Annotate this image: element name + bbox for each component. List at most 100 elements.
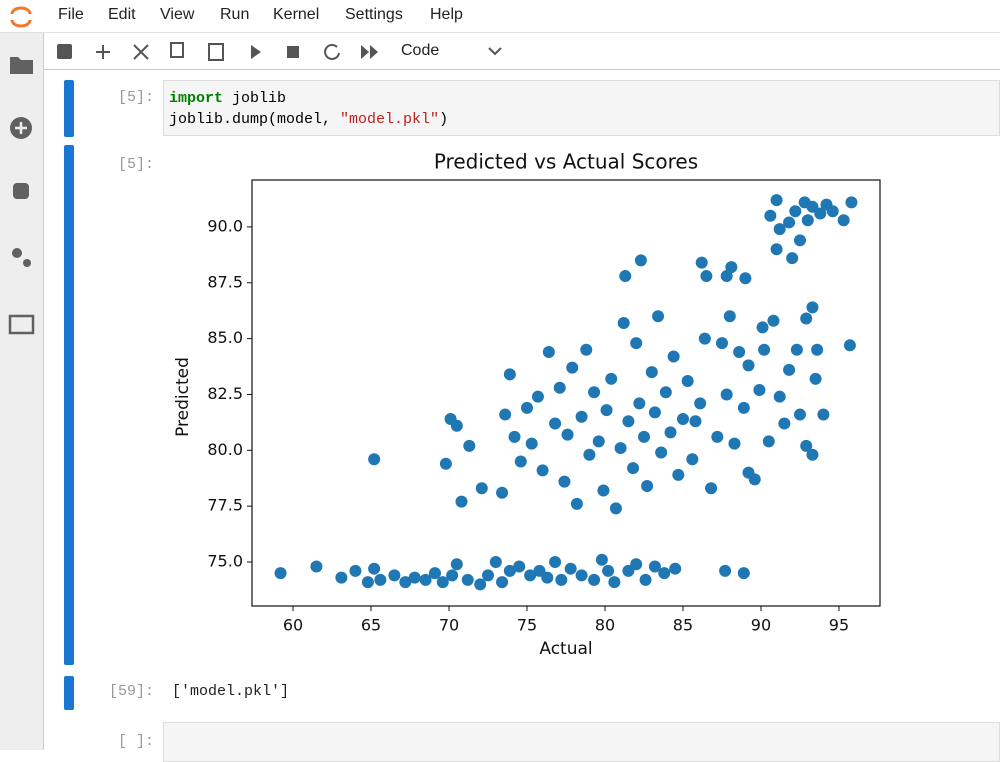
scatter-point <box>614 442 627 455</box>
scatter-point <box>622 564 635 577</box>
scatter-point <box>667 350 680 363</box>
scatter-point <box>733 346 746 359</box>
x-tick-label: 70 <box>439 616 459 635</box>
scatter-point <box>450 558 463 571</box>
scatter-point <box>533 564 546 577</box>
scatter-point <box>681 375 694 388</box>
scatter-point <box>508 430 521 443</box>
x-tick-label: 90 <box>751 616 771 635</box>
scatter-point <box>783 216 796 229</box>
scatter-point <box>622 415 635 428</box>
scatter-point <box>600 404 613 417</box>
scatter-point <box>524 569 537 582</box>
scatter-point <box>715 337 728 350</box>
folder-icon[interactable] <box>10 57 33 74</box>
scatter-point <box>694 397 707 410</box>
scatter-point <box>845 196 858 209</box>
menu-item[interactable]: Settings <box>345 6 403 23</box>
scatter-point <box>843 339 856 352</box>
sidebar-icons <box>8 57 35 335</box>
code-string: "model.pkl" <box>340 111 440 128</box>
scatter-point <box>503 564 516 577</box>
scatter-point <box>605 372 618 385</box>
scatter-point <box>609 502 622 515</box>
code-line: import joblib <box>169 88 994 109</box>
copy-button[interactable] <box>170 42 184 58</box>
settings-icon[interactable] <box>12 248 22 258</box>
scatter-point <box>728 437 741 450</box>
menu-item[interactable]: View <box>160 6 195 23</box>
scatter-point <box>756 321 769 334</box>
menu-item[interactable]: Kernel <box>273 6 320 23</box>
scatter-point <box>503 368 516 381</box>
stop-button[interactable] <box>287 46 299 58</box>
add-cell-button[interactable] <box>96 45 110 59</box>
scatter-point <box>602 564 615 577</box>
toolbar: Code <box>44 33 1000 70</box>
commands-icon[interactable] <box>13 183 29 199</box>
paste-button[interactable] <box>208 43 224 61</box>
scatter-point <box>564 562 577 575</box>
scatter-point <box>496 576 509 589</box>
scatter-point <box>725 261 738 274</box>
cut-button[interactable] <box>133 44 149 60</box>
scatter-point <box>561 428 574 441</box>
x-axis-label: Actual <box>539 639 592 659</box>
dropdown-arrow[interactable] <box>488 47 502 56</box>
menu-item[interactable]: Help <box>430 6 463 23</box>
menu-bar: File Edit View Run Kernel Settings Help <box>0 0 1000 33</box>
scatter-point <box>811 343 824 356</box>
scatter-point <box>566 361 579 374</box>
scatter-point <box>770 243 783 256</box>
scatter-point <box>800 439 813 452</box>
code-text: joblib <box>232 90 287 107</box>
scatter-point <box>580 343 593 356</box>
jupyter-logo <box>10 6 32 28</box>
scatter-point <box>686 453 699 466</box>
run-button[interactable] <box>251 45 261 59</box>
scatter-point <box>474 578 487 591</box>
scatter-point <box>648 560 661 573</box>
scatter-point <box>274 567 287 580</box>
scatter-point <box>531 390 544 403</box>
save-button[interactable] <box>57 44 72 59</box>
scatter-point <box>475 482 488 495</box>
scatter-point <box>801 214 814 227</box>
scatter-point <box>525 437 538 450</box>
scatter-point <box>588 573 601 586</box>
scatter-point <box>806 301 819 314</box>
scatter-point <box>592 435 605 448</box>
menu-item[interactable]: Run <box>220 6 250 23</box>
menu-item[interactable]: Edit <box>108 6 136 23</box>
code-cell[interactable]: import joblib joblib.dump(model, "model.p… <box>163 80 1000 136</box>
scatter-point <box>719 564 732 577</box>
tabs-icon[interactable] <box>8 314 35 335</box>
scatter-point <box>720 388 733 401</box>
scatter-point <box>634 254 647 267</box>
cell-bar[interactable] <box>64 676 74 710</box>
scatter-point <box>549 555 562 568</box>
y-tick-label: 87.5 <box>207 272 243 291</box>
scatter-point <box>541 571 554 584</box>
restart-run-button[interactable] <box>361 45 378 59</box>
scatter-point <box>758 343 771 356</box>
scatter-point <box>737 401 750 414</box>
scatter-point <box>742 359 755 372</box>
cell-type-select[interactable]: Code <box>401 42 440 59</box>
scatter-point <box>588 386 601 399</box>
scatter-point <box>310 560 323 573</box>
scatter-point <box>773 223 786 236</box>
cell-bar[interactable] <box>64 80 74 137</box>
scatter-point <box>595 553 608 566</box>
scatter-point <box>461 573 474 586</box>
scatter-point <box>676 413 689 426</box>
scatter-point <box>806 200 819 213</box>
scatter-point <box>817 408 830 421</box>
menu-item[interactable]: File <box>58 6 84 23</box>
cell-bar[interactable] <box>64 145 74 665</box>
scatter-point <box>698 332 711 345</box>
y-tick-label: 75.0 <box>207 551 243 570</box>
scatter-point <box>583 448 596 461</box>
restart-button[interactable] <box>324 44 340 60</box>
scatter-point <box>349 564 362 577</box>
